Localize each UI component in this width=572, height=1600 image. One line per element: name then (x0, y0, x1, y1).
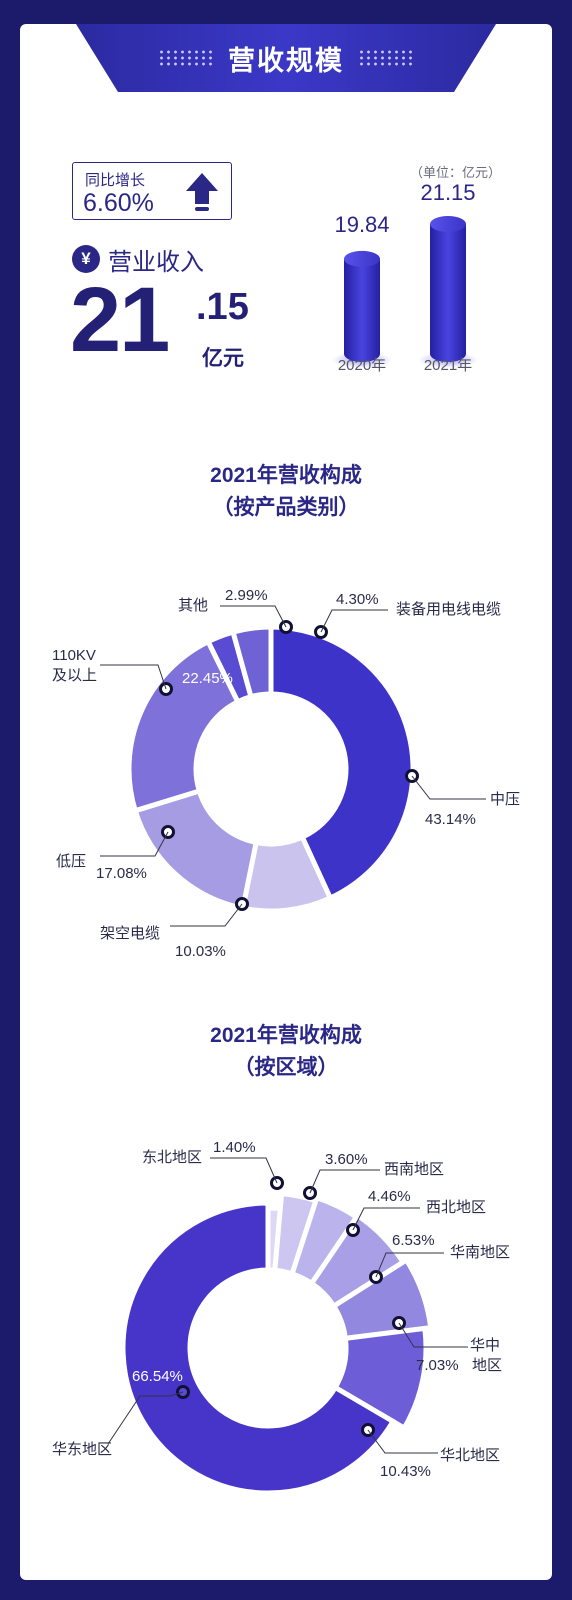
region-chart-title: 2021年营收构成 (210, 1024, 362, 1047)
slice-pct-0: 43.14% (425, 811, 476, 828)
slice-pct-4: 7.03% (416, 1357, 459, 1374)
leader-6 (107, 1391, 184, 1445)
leader-0 (411, 775, 486, 800)
revenue-integer: 21 (70, 269, 170, 371)
slice-label-6: 华东地区 (52, 1441, 112, 1458)
leader-0 (210, 1157, 278, 1184)
slice-pct-3: 6.53% (392, 1232, 435, 1249)
slice-pct-5: 10.43% (380, 1463, 431, 1480)
bar-1 (418, 216, 478, 368)
report-card: 营收规模 同比增长 6.60% ¥ 营业收入 21 .15 亿元 （单位：亿元）… (20, 24, 552, 1580)
slice-label-1: 架空电缆 (100, 925, 160, 942)
slice-label-5: 华北地区 (440, 1447, 500, 1464)
slice-pct-1: 3.60% (325, 1151, 368, 1168)
slice-label-1: 西南地区 (384, 1161, 444, 1178)
header-banner: 营收规模 (76, 24, 496, 92)
slice-label-4b: 地区 (472, 1357, 502, 1374)
slice-label-4: 其他 (178, 597, 208, 614)
slice-label-3a: 110KV (52, 647, 96, 664)
slice-5 (230, 624, 274, 700)
unit-note: （单位：亿元） (410, 165, 502, 180)
region-chart-subtitle: （按区域） (233, 1056, 339, 1079)
growth-value: 6.60% (83, 189, 154, 217)
bar-0 (332, 250, 392, 368)
slice-label-3: 华南地区 (450, 1244, 510, 1261)
yen-icon: ¥ (72, 245, 100, 273)
revenue-label: 营业收入 (108, 248, 204, 276)
growth-badge: 同比增长 6.60% (72, 162, 232, 220)
slice-pct-3: 22.45% (182, 670, 233, 687)
product-donut-chart: 中压 43.14% 架空电缆 10.03% 低压 17.08% 110KV 及以上 22.45%… (52, 587, 520, 960)
slice-0 (268, 624, 416, 902)
slice-label-4a: 华中 (470, 1337, 500, 1354)
slice-2 (132, 787, 260, 912)
leader-2 (100, 831, 169, 857)
slice-4 (330, 1256, 434, 1342)
product-chart-subtitle: （按产品类别） (212, 496, 360, 519)
slice-label-0: 东北地区 (142, 1149, 202, 1166)
slice-label-2: 低压 (56, 853, 86, 870)
leader-1 (309, 1169, 380, 1194)
arrow-up-icon (186, 173, 218, 211)
bar-category-2021: 2021年 (423, 357, 473, 374)
bar-value-label-2020: 19.84 (334, 212, 390, 237)
slice-pct-2: 17.08% (96, 865, 147, 882)
slice-label-3b: 及以上 (52, 667, 97, 684)
slice-label-2: 西北地区 (426, 1199, 486, 1216)
leader-1 (170, 903, 243, 927)
revenue-decimal: .15 (196, 286, 249, 328)
revenue-label-row: ¥ 营业收入 (72, 244, 204, 276)
slice-label-0: 中压 (490, 791, 520, 808)
slice-pct-4: 2.99% (225, 587, 268, 604)
leader-4 (398, 1322, 468, 1348)
growth-label: 同比增长 (85, 172, 146, 189)
slice-pct-2: 4.46% (368, 1188, 411, 1205)
product-chart-title: 2021年营收构成 (210, 464, 362, 487)
leader-4 (220, 605, 287, 628)
slice-pct-6: 66.54% (132, 1368, 183, 1385)
leader-3 (375, 1252, 444, 1278)
leader-2 (352, 1207, 420, 1231)
page-title: 营收规模 (228, 45, 344, 76)
slice-pct-1: 10.03% (175, 943, 226, 960)
bar-value-label-2021: 21.15 (420, 180, 476, 205)
slice-pct-0: 1.40% (213, 1139, 256, 1156)
revenue-bar-chart (332, 216, 478, 368)
bar-category-2020: 2020年 (337, 357, 387, 374)
slice-5 (331, 1325, 429, 1432)
leader-5 (320, 609, 388, 633)
dots-decoration-left (158, 49, 214, 67)
slice-pct-5: 4.30% (336, 591, 379, 608)
leader-3 (100, 664, 167, 690)
slice-3 (126, 638, 242, 814)
dots-decoration-right (358, 49, 414, 67)
region-donut-chart: 东北地区 1.40% 3.60% 西南地区 4.46% 西北地区 6.53% 华南地区华中地区… (52, 1139, 510, 1496)
slice-6 (120, 1200, 397, 1496)
slice-label-5: 装备用电线电缆 (396, 601, 501, 618)
revenue-unit: 亿元 (202, 347, 244, 370)
leader-5 (367, 1429, 438, 1454)
